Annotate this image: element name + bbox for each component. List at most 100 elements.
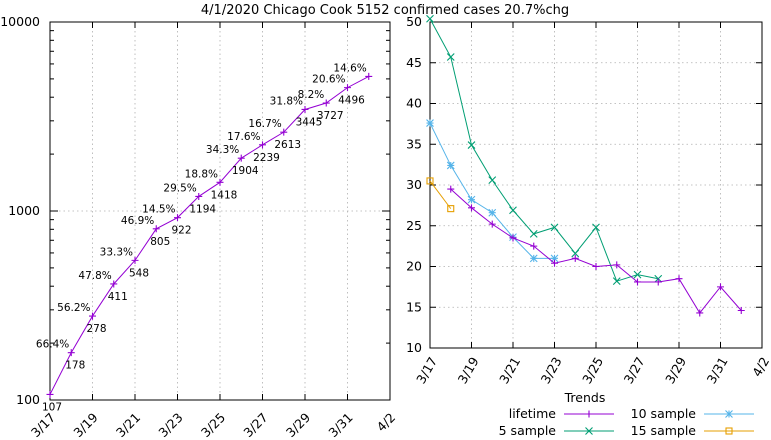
- value-label: 4496: [338, 95, 365, 107]
- pct-label: 34.3%: [206, 144, 239, 156]
- data-point-lifetime: [654, 278, 662, 286]
- x-tick-label: 3/21: [496, 354, 523, 386]
- data-point: [131, 256, 139, 264]
- value-label: 1418: [211, 189, 238, 201]
- data-point-10-sample: [467, 195, 476, 204]
- series-line-15-sample: [429, 180, 452, 209]
- data-point-5-sample: [612, 277, 621, 286]
- data-point: [110, 280, 118, 288]
- data-point-5-sample: [550, 223, 559, 232]
- x-tick-label: 3/29: [283, 410, 313, 440]
- value-label: 411: [108, 291, 128, 303]
- data-point: [259, 141, 266, 149]
- data-point-5-sample: [633, 270, 642, 279]
- data-point: [280, 128, 288, 136]
- data-point: [152, 225, 160, 233]
- y-tick-label: 40: [406, 96, 422, 111]
- data-point-5-sample: [592, 223, 600, 232]
- data-point-10-sample: [488, 208, 497, 217]
- value-label: 278: [86, 323, 106, 335]
- pct-label: 29.5%: [163, 182, 196, 194]
- data-point: [195, 192, 203, 200]
- y-tick-label: 100: [16, 392, 40, 407]
- data-point-5-sample: [426, 14, 434, 23]
- right-chart-trends: 3/17 3/19 3/21 3/23 3/25 3/27 3/29 3/31 4/2 10 15 2…: [406, 14, 771, 438]
- legend-marker-10-sample: [725, 410, 733, 418]
- y-tick-label: 50: [406, 14, 422, 29]
- x-tick-label: 3/23: [538, 354, 565, 386]
- data-point-lifetime: [530, 242, 538, 250]
- y-tick-label: 20: [406, 259, 422, 274]
- value-label: 1904: [232, 165, 259, 177]
- data-point: [301, 105, 309, 113]
- value-label: 3445: [296, 116, 323, 128]
- chart-title: 4/1/2020 Chicago Cook 5152 confirmed cas…: [201, 3, 569, 18]
- data-point-lifetime: [468, 204, 475, 212]
- x-tick-label: 4/2: [373, 410, 398, 435]
- data-point: [174, 214, 181, 222]
- x-tick-label: 3/29: [662, 354, 689, 386]
- value-label: 922: [171, 225, 191, 237]
- x-tick-label: 3/23: [155, 410, 185, 440]
- pct-label: 14.5%: [142, 204, 175, 216]
- x-tick-label: 3/21: [113, 410, 143, 440]
- data-point: [67, 349, 75, 357]
- legend-label-10-sample: 10 sample: [631, 406, 697, 421]
- legend-title: Trends: [564, 390, 606, 405]
- y-tick-label: 10: [406, 340, 422, 355]
- legend-label-5-sample: 5 sample: [499, 423, 557, 438]
- pct-label: 46.9%: [121, 215, 154, 227]
- value-label: 1194: [189, 203, 216, 215]
- data-point-5-sample: [446, 53, 455, 61]
- value-label: 107: [42, 401, 62, 413]
- pct-label: 33.3%: [100, 246, 133, 258]
- data-point-lifetime: [675, 275, 683, 283]
- plot-frame: [429, 21, 763, 349]
- data-point-lifetime: [488, 220, 496, 228]
- legend-marker-5-sample: [585, 427, 593, 435]
- data-point-lifetime: [613, 261, 621, 269]
- value-label: 2239: [253, 152, 280, 164]
- data-point: [344, 84, 351, 92]
- data-point-5-sample: [571, 249, 580, 258]
- data-point: [216, 178, 224, 186]
- pct-label: 8.2%: [298, 89, 325, 101]
- cases-line: [49, 75, 369, 395]
- x-tick-label: 3/25: [198, 410, 228, 440]
- pct-label: 47.8%: [78, 270, 111, 282]
- data-point: [365, 72, 373, 80]
- data-point-10-sample: [446, 161, 455, 170]
- x-tick-label: 3/25: [579, 354, 606, 386]
- value-label: 805: [150, 236, 170, 248]
- data-point-lifetime: [592, 263, 600, 270]
- x-tick-label: 3/27: [621, 354, 648, 386]
- x-tick-label: 3/31: [325, 410, 355, 440]
- value-label: 2613: [274, 139, 301, 151]
- legend-marker-15-sample: [725, 427, 733, 435]
- data-point: [89, 312, 96, 320]
- series-line-5-sample: [429, 18, 659, 282]
- y-tick-label: 45: [406, 55, 422, 70]
- data-point-10-sample: [550, 254, 559, 263]
- data-point: [46, 390, 54, 398]
- pct-label: 66.4%: [36, 339, 69, 351]
- y-tick-label: 10000: [0, 14, 40, 29]
- data-point-5-sample: [509, 206, 517, 215]
- y-tick-label: 15: [406, 299, 422, 314]
- data-point-lifetime: [634, 278, 641, 286]
- x-tick-label: 3/31: [704, 354, 731, 386]
- x-tick-label: 3/19: [455, 354, 482, 386]
- data-point-10-sample: [426, 119, 434, 127]
- series-line-10-sample: [429, 122, 555, 259]
- data-point-lifetime: [717, 283, 724, 291]
- data-point-5-sample: [467, 141, 476, 149]
- legend-marker-lifetime: [585, 410, 593, 418]
- data-point-lifetime: [551, 259, 558, 267]
- left-chart-cumulative-cases: 3/17 3/19 3/21 3/23 3/25 3/27 3/29 3/31 4/210010…: [0, 14, 398, 440]
- legend-label-15-sample: 15 sample: [631, 423, 697, 438]
- data-point-lifetime: [509, 234, 517, 242]
- x-tick-label: 3/19: [70, 410, 100, 440]
- data-point-15-sample: [426, 177, 434, 185]
- data-point-5-sample: [488, 176, 497, 184]
